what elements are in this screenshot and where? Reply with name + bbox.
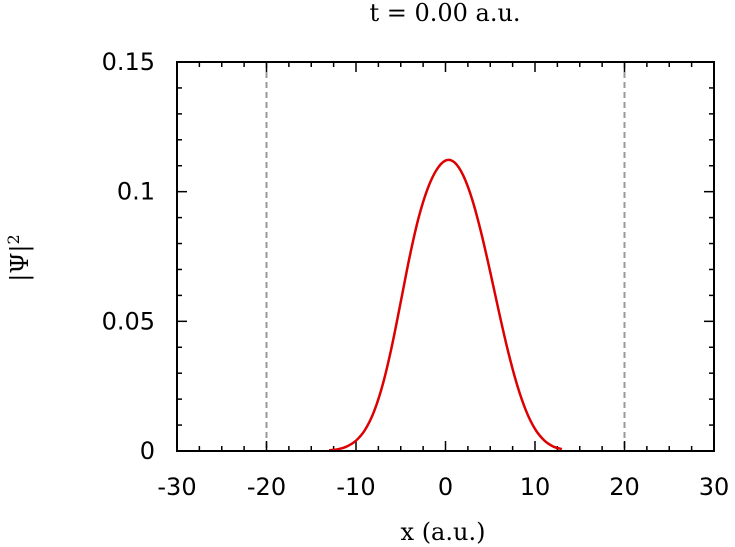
- x-tick-label: 0: [438, 473, 453, 501]
- y-axis-label-text: |Ψ|: [6, 244, 35, 281]
- axis-ticks: [176, 61, 715, 452]
- y-tick-labels: 0 0.05 0.1 0.15: [102, 48, 155, 465]
- x-axis-label: x (a.u.): [401, 518, 486, 546]
- y-axis-label-group: |Ψ|2: [4, 234, 36, 281]
- y-tick-label: 0: [140, 437, 155, 465]
- x-tick-label: -20: [247, 473, 286, 501]
- y-tick-label: 0.1: [117, 178, 155, 206]
- reference-lines: [265, 62, 626, 451]
- x-tick-label: -10: [336, 473, 375, 501]
- y-axis-label: |Ψ|2: [4, 234, 36, 281]
- plot-frame: [176, 61, 715, 452]
- x-tick-label: 30: [699, 473, 730, 501]
- series-line: [329, 158, 563, 452]
- x-tick-label: 10: [520, 473, 551, 501]
- chart-title: t = 0.00 a.u.: [369, 0, 520, 27]
- y-tick-label: 0.05: [102, 307, 155, 335]
- x-tick-labels: -30 -20 -10 0 10 20 30: [157, 473, 729, 501]
- series-group: [329, 158, 563, 452]
- y-tick-label: 0.15: [102, 48, 155, 76]
- x-tick-label: -30: [157, 473, 196, 501]
- y-axis-label-superscript: 2: [4, 234, 23, 244]
- x-tick-label: 20: [609, 473, 640, 501]
